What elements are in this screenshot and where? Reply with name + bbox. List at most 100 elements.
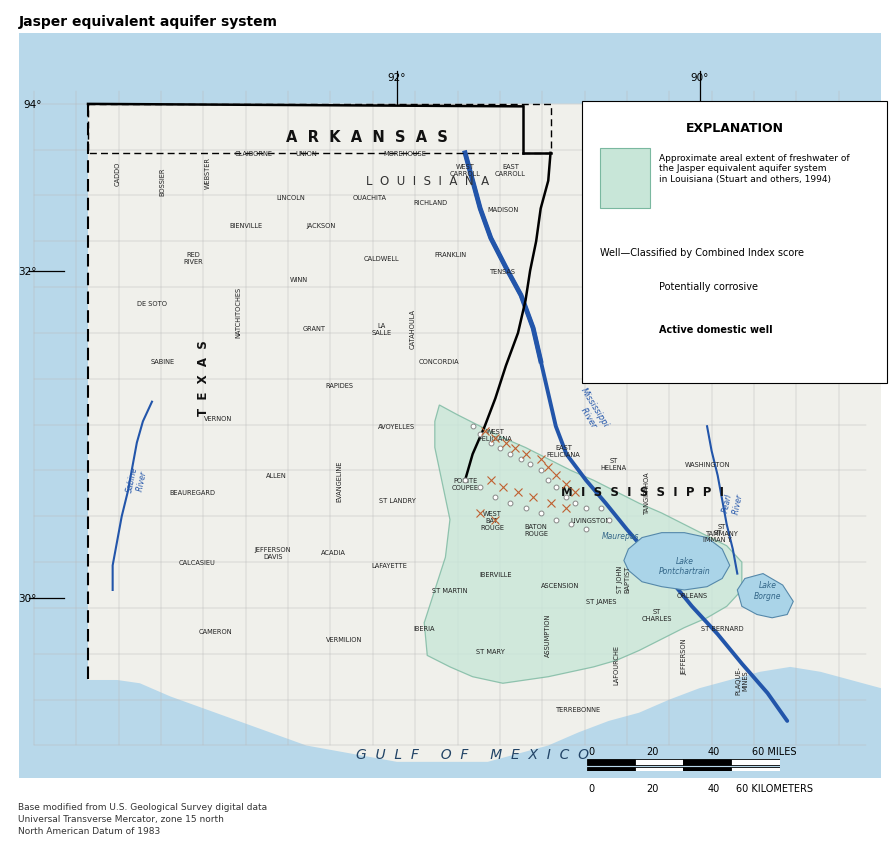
Text: JACKSON: JACKSON [306,223,336,229]
Polygon shape [737,574,793,618]
Text: JEFFERSON
DAVIS: JEFFERSON DAVIS [254,546,291,560]
Text: PLAQUE-
MINES: PLAQUE- MINES [736,666,748,694]
Polygon shape [88,105,881,762]
Bar [587,759,635,765]
Text: CADDO: CADDO [114,161,120,185]
Text: TERREBONNE: TERREBONNE [556,706,601,712]
Text: Mississippi
    River: Mississippi River [571,386,611,434]
Bar [683,759,731,765]
Text: AVOYELLES: AVOYELLES [378,424,416,430]
Text: ST
TAMMANY: ST TAMMANY [706,523,738,537]
Text: Maurepas: Maurepas [602,531,640,541]
Text: 32°: 32° [19,266,37,276]
Text: TENSAS: TENSAS [490,269,516,275]
Text: 60 MILES: 60 MILES [752,746,797,756]
Text: A  R  K  A  N  S  A  S: A R K A N S A S [286,130,448,145]
Text: ACADIA: ACADIA [321,549,346,555]
Text: GRANT: GRANT [302,326,325,332]
Text: BIENVILLE: BIENVILLE [229,223,263,229]
Text: VERMILION: VERMILION [326,636,362,642]
Text: Jasper equivalent aquifer system: Jasper equivalent aquifer system [19,15,278,29]
Text: CALCASIEU: CALCASIEU [179,560,216,566]
Text: BOSSIER: BOSSIER [159,167,166,195]
Text: RAPIDES: RAPIDES [325,383,354,389]
Bar [587,767,635,772]
Text: POINTE
COUPEE: POINTE COUPEE [452,478,478,490]
Text: EVANGELINE: EVANGELINE [337,460,342,502]
Text: RED
RIVER: RED RIVER [183,252,202,264]
Text: L  O  U  I  S  I  A  N  A: L O U I S I A N A [366,175,489,188]
Text: BATON
ROUGE: BATON ROUGE [524,523,548,537]
Text: 60 KILOMETERS: 60 KILOMETERS [736,783,813,792]
Text: CLAIBORNE: CLAIBORNE [235,151,272,157]
Text: Potentially corrosive: Potentially corrosive [659,281,757,292]
Text: Active domestic well: Active domestic well [659,324,772,334]
Text: ST
HELENA: ST HELENA [600,458,626,471]
Text: WASHINGTON: WASHINGTON [685,461,730,467]
Text: LAFOURCHE: LAFOURCHE [614,644,619,684]
Text: ST
IMMAN Y: ST IMMAN Y [703,530,732,543]
Text: M  I  S  S  I  S  S  I  P  P  I: M I S S I S S I P P I [561,485,724,499]
Text: Lake
Borgne: Lake Borgne [754,581,781,600]
Text: WEST
BAT.
ROUGE: WEST BAT. ROUGE [480,510,504,530]
Text: MOREHOUSE: MOREHOUSE [383,151,426,157]
Text: 40: 40 [707,783,719,792]
Bar [731,759,780,765]
Text: CATAHOULA: CATAHOULA [409,309,415,349]
Text: VERNON: VERNON [204,415,233,421]
Text: EAST
FELICIANA: EAST FELICIANA [547,444,581,458]
Text: North American Datum of 1983: North American Datum of 1983 [18,826,160,834]
Text: TANGIPAHOA: TANGIPAHOA [643,471,650,514]
Text: Base modified from U.S. Geological Survey digital data: Base modified from U.S. Geological Surve… [18,802,267,810]
Bar [635,767,683,772]
Text: DE SOTO: DE SOTO [137,301,167,307]
Text: ASSUMPTION: ASSUMPTION [546,612,551,656]
Text: T  E  X  A  S: T E X A S [197,339,210,415]
Text: BEAUREGARD: BEAUREGARD [170,489,216,495]
Text: ST MARY: ST MARY [477,647,505,653]
Text: ST MARTIN: ST MARTIN [432,587,468,593]
Text: ST JOHN
BAPTIST: ST JOHN BAPTIST [617,566,631,593]
Text: UNION: UNION [296,151,317,157]
Text: EAST
CARROLL: EAST CARROLL [495,164,526,177]
Text: IBERVILLE: IBERVILLE [479,571,512,577]
Text: LIVINGSTON: LIVINGSTON [571,517,611,523]
Text: MADISON: MADISON [487,206,519,212]
Text: 20: 20 [646,783,659,792]
Text: CONCORDIA: CONCORDIA [419,358,460,364]
Text: Sabine
 River: Sabine River [125,466,149,496]
Bar [731,767,780,772]
Text: 92°: 92° [388,73,406,84]
Bar [635,759,683,765]
Text: ST
CHARLES: ST CHARLES [642,608,672,621]
Bar [683,767,731,772]
Polygon shape [424,405,742,683]
Text: ST LANDRY: ST LANDRY [379,497,416,503]
Text: JEFFERSON: JEFFERSON [681,637,687,674]
Text: Universal Transverse Mercator, zone 15 north: Universal Transverse Mercator, zone 15 n… [18,814,224,822]
Text: CALDWELL: CALDWELL [364,255,400,261]
Text: 40: 40 [707,746,719,756]
Text: 94°: 94° [23,100,41,109]
Text: 0: 0 [589,746,594,756]
Text: LINCOLN: LINCOLN [277,194,306,200]
Text: CAMERON: CAMERON [199,628,232,634]
Text: NATCHITOCHES: NATCHITOCHES [235,287,241,338]
Text: LAFAYETTE: LAFAYETTE [372,563,408,569]
Text: IBERIA: IBERIA [413,625,435,631]
Polygon shape [624,533,729,590]
Text: EXPLANATION: EXPLANATION [685,122,784,135]
Text: SABINE: SABINE [151,358,175,364]
Text: FRANKLIN: FRANKLIN [434,252,466,258]
Text: WEBSTER: WEBSTER [205,157,211,189]
Text: 0: 0 [589,783,594,792]
Text: RICHLAND: RICHLAND [413,200,447,206]
Text: Pearl
 River: Pearl River [721,490,745,516]
Text: ST BERNARD: ST BERNARD [701,625,744,631]
Text: ORLEANS: ORLEANS [676,592,708,598]
Text: Well—Classified by Combined Index score: Well—Classified by Combined Index score [600,247,805,258]
Text: G  U  L  F     O  F     M  E  X  I  C  O: G U L F O F M E X I C O [356,746,590,761]
Text: ASCENSION: ASCENSION [541,583,580,589]
Text: WINN: WINN [289,276,307,282]
Text: OUACHITA: OUACHITA [353,194,387,200]
